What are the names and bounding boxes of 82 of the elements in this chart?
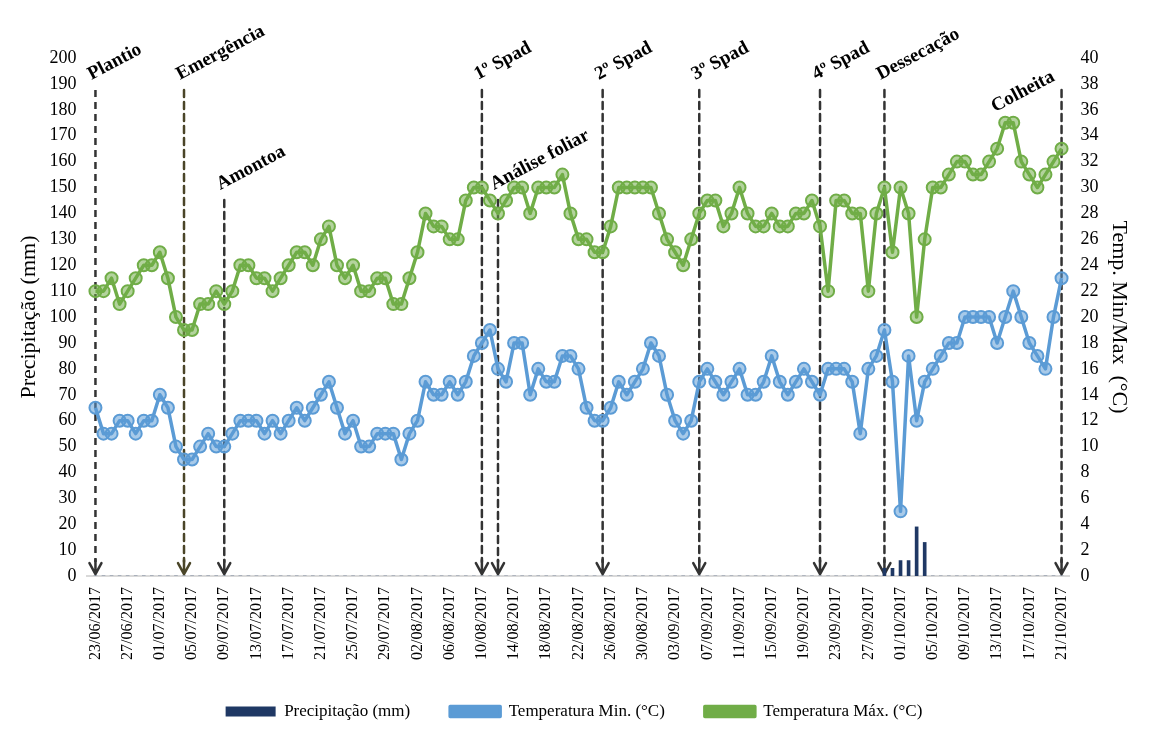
y2-tick-label: 32 bbox=[1080, 150, 1099, 171]
y-tick-label: 120 bbox=[49, 253, 77, 274]
y2-tick-label: 14 bbox=[1080, 383, 1099, 404]
x-tick-label: 01/10/2017 bbox=[890, 587, 908, 660]
y2-tick-label: 26 bbox=[1080, 228, 1099, 249]
ref-line-label: 3º Spad bbox=[687, 35, 753, 84]
ref-line-label: 4º Spad bbox=[808, 35, 873, 84]
x-tick-label: 19/09/2017 bbox=[794, 587, 812, 660]
x-tick-label: 27/09/2017 bbox=[858, 587, 876, 660]
y-tick-label: 90 bbox=[58, 331, 77, 352]
y2-axis-title: Temp. Min/Max (°C) bbox=[1108, 220, 1134, 414]
ref-line-label: 2º Spad bbox=[590, 35, 656, 84]
y2-tick-label: 16 bbox=[1080, 357, 1099, 378]
y-tick-label: 80 bbox=[58, 357, 77, 378]
y2-tick-label: 36 bbox=[1080, 98, 1099, 119]
y-axis-title: Precipitação (mm) bbox=[14, 235, 40, 399]
x-tick-label: 07/09/2017 bbox=[697, 587, 715, 660]
y-tick-label: 70 bbox=[58, 383, 77, 404]
x-tick-label: 23/09/2017 bbox=[826, 587, 844, 660]
x-tick-label: 14/08/2017 bbox=[504, 587, 522, 660]
y-tick-label: 40 bbox=[58, 461, 77, 482]
y-tick-label: 30 bbox=[58, 487, 77, 508]
y-tick-label: 50 bbox=[58, 435, 77, 456]
x-tick-label: 01/07/2017 bbox=[150, 587, 168, 660]
y-tick-label: 180 bbox=[49, 98, 77, 119]
y-tick-label: 20 bbox=[58, 513, 77, 534]
y2-tick-label: 28 bbox=[1080, 202, 1099, 223]
x-tick-label: 15/09/2017 bbox=[761, 587, 779, 660]
x-tick-label: 21/10/2017 bbox=[1051, 587, 1069, 660]
y-tick-label: 150 bbox=[49, 176, 77, 197]
x-tick-label: 17/10/2017 bbox=[1019, 587, 1037, 660]
y-tick-label: 10 bbox=[58, 538, 77, 559]
x-tick-label: 27/06/2017 bbox=[117, 587, 135, 660]
x-tick-label: 22/08/2017 bbox=[568, 587, 586, 660]
y-tick-label: 160 bbox=[49, 150, 77, 171]
y-tick-label: 170 bbox=[49, 124, 77, 145]
x-tick-label: 05/10/2017 bbox=[922, 587, 940, 660]
x-tick-label: 25/07/2017 bbox=[343, 587, 361, 660]
y2-tick-label: 18 bbox=[1080, 331, 1099, 352]
legend-label: Precipitação (mm) bbox=[284, 700, 411, 720]
x-tick-label: 23/06/2017 bbox=[85, 587, 103, 660]
y2-tick-label: 24 bbox=[1080, 253, 1099, 274]
x-tick-label: 18/08/2017 bbox=[536, 587, 554, 660]
y2-tick-label: 12 bbox=[1080, 409, 1099, 430]
y-tick-label: 200 bbox=[49, 46, 77, 67]
y2-tick-label: 38 bbox=[1080, 72, 1099, 93]
legend-label: Temperatura Min. (°C) bbox=[508, 700, 665, 720]
y2-tick-label: 6 bbox=[1080, 487, 1090, 508]
x-tick-label: 13/07/2017 bbox=[246, 587, 264, 660]
y2-tick-label: 2 bbox=[1080, 538, 1090, 559]
y-tick-label: 100 bbox=[49, 305, 77, 326]
y-tick-label: 0 bbox=[67, 564, 77, 585]
x-tick-label: 02/08/2017 bbox=[407, 587, 425, 660]
x-tick-label: 21/07/2017 bbox=[311, 587, 329, 660]
y-tick-label: 60 bbox=[58, 409, 77, 430]
x-tick-label: 09/07/2017 bbox=[214, 587, 232, 660]
y-tick-label: 190 bbox=[49, 72, 77, 93]
x-tick-label: 29/07/2017 bbox=[375, 587, 393, 660]
x-tick-label: 03/09/2017 bbox=[665, 587, 683, 660]
legend-label: Temperatura Máx. (°C) bbox=[763, 700, 923, 720]
x-tick-label: 17/07/2017 bbox=[278, 587, 296, 660]
y-tick-label: 110 bbox=[50, 279, 77, 300]
x-tick-label: 13/10/2017 bbox=[987, 587, 1005, 660]
y-tick-label: 130 bbox=[49, 228, 77, 249]
y2-tick-label: 40 bbox=[1080, 46, 1099, 67]
x-tick-label: 06/08/2017 bbox=[439, 587, 457, 660]
x-tick-label: 26/08/2017 bbox=[600, 587, 618, 660]
x-tick-label: 10/08/2017 bbox=[472, 587, 490, 660]
y2-tick-label: 22 bbox=[1080, 279, 1099, 300]
x-tick-label: 11/09/2017 bbox=[729, 587, 747, 660]
x-tick-label: 05/07/2017 bbox=[182, 587, 200, 660]
y2-tick-label: 10 bbox=[1080, 435, 1099, 456]
y2-tick-label: 4 bbox=[1080, 513, 1090, 534]
y2-tick-label: 30 bbox=[1080, 176, 1099, 197]
y2-tick-label: 34 bbox=[1080, 124, 1099, 145]
y2-tick-label: 20 bbox=[1080, 305, 1099, 326]
ref-line-label: 1º Spad bbox=[469, 35, 535, 84]
y-tick-label: 140 bbox=[49, 202, 77, 223]
x-tick-label: 30/08/2017 bbox=[633, 587, 651, 660]
y2-tick-label: 0 bbox=[1080, 564, 1090, 585]
x-tick-label: 09/10/2017 bbox=[955, 587, 973, 660]
y2-tick-label: 8 bbox=[1080, 461, 1090, 482]
